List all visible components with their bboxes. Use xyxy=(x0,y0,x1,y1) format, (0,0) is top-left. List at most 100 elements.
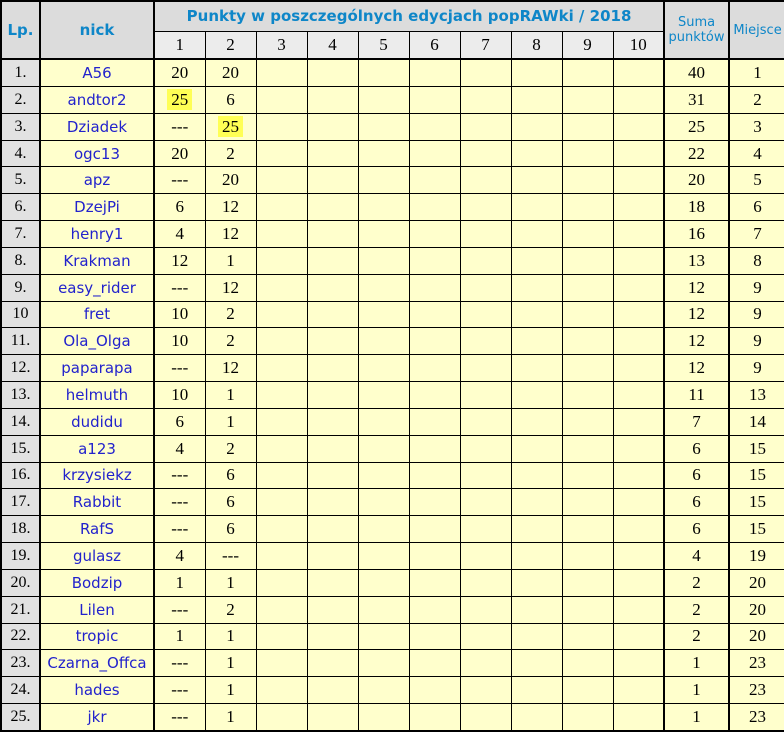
points-cell xyxy=(306,488,359,517)
sum-points: 6 xyxy=(663,434,730,463)
row-number: 14. xyxy=(0,407,41,436)
row-number: 24. xyxy=(0,676,41,704)
player-nick: Bodzip xyxy=(39,568,155,597)
points-cell xyxy=(255,595,308,624)
points-cell xyxy=(612,381,665,409)
points-cell xyxy=(612,703,665,732)
table-row: 19. gulasz 4 --- 4 19 xyxy=(0,542,784,570)
points-cell xyxy=(306,381,359,409)
points-cell xyxy=(357,381,410,409)
place: 15 xyxy=(728,461,784,490)
row-number: 1. xyxy=(0,58,41,87)
points-cell xyxy=(357,542,410,570)
table-row: 2. andtor2 25 6 31 2 xyxy=(0,85,784,114)
points-cell xyxy=(408,595,461,624)
points-cell xyxy=(357,703,410,732)
col-header-edition-3: 3 xyxy=(255,30,308,60)
points-cell xyxy=(408,112,461,141)
table-row: 20. Bodzip 1 1 2 20 xyxy=(0,568,784,597)
points-cell: 1 xyxy=(204,246,257,275)
points-cell xyxy=(255,166,308,195)
points-cell: 1 xyxy=(204,568,257,597)
table-row: 23. Czarna_Offca --- 1 1 23 xyxy=(0,649,784,678)
points-cell xyxy=(459,112,512,141)
sum-points: 18 xyxy=(663,193,730,222)
sum-points: 12 xyxy=(663,273,730,302)
points-cell xyxy=(459,193,512,222)
place: 20 xyxy=(728,622,784,651)
points-cell xyxy=(510,542,563,570)
points-cell: 1 xyxy=(204,676,257,704)
points-cell: 12 xyxy=(204,354,257,383)
table-row: 5. apz --- 20 20 5 xyxy=(0,166,784,195)
points-cell xyxy=(561,327,614,356)
points-cell xyxy=(357,112,410,141)
points-cell: 12 xyxy=(204,220,257,248)
col-header-edition-8: 8 xyxy=(510,30,563,60)
place: 19 xyxy=(728,542,784,570)
points-cell xyxy=(561,676,614,704)
points-cell xyxy=(459,220,512,248)
points-cell xyxy=(561,595,614,624)
row-number: 12. xyxy=(0,354,41,383)
points-cell xyxy=(306,622,359,651)
points-cell xyxy=(510,166,563,195)
player-nick: easy_rider xyxy=(39,273,155,302)
points-cell xyxy=(306,112,359,141)
table-row: 11. Ola_Olga 10 2 12 9 xyxy=(0,327,784,356)
highlighted-score: 25 xyxy=(218,115,243,137)
points-cell: 10 xyxy=(153,327,206,356)
points-cell xyxy=(408,85,461,114)
points-cell xyxy=(408,166,461,195)
points-cell: 2 xyxy=(204,139,257,168)
points-cell: --- xyxy=(153,273,206,302)
points-cell xyxy=(357,58,410,87)
points-cell xyxy=(561,112,614,141)
col-header-edition-2: 2 xyxy=(204,30,257,60)
points-cell xyxy=(408,273,461,302)
points-cell xyxy=(408,461,461,490)
points-cell xyxy=(612,300,665,329)
table-row: 1. A56 20 20 40 1 xyxy=(0,58,784,87)
points-cell xyxy=(357,649,410,678)
points-cell: 20 xyxy=(204,58,257,87)
points-cell xyxy=(306,58,359,87)
points-cell xyxy=(561,354,614,383)
points-cell xyxy=(306,246,359,275)
sum-points: 20 xyxy=(663,166,730,195)
points-cell xyxy=(561,220,614,248)
place: 9 xyxy=(728,273,784,302)
points-cell xyxy=(408,649,461,678)
points-cell: 20 xyxy=(204,166,257,195)
edition-numbers-row: 1 2 3 4 5 6 7 8 9 10 xyxy=(1,30,784,60)
col-header-edition-10: 10 xyxy=(612,30,665,60)
points-cell: 1 xyxy=(204,381,257,409)
points-cell xyxy=(510,300,563,329)
player-nick: DzejPi xyxy=(39,193,155,222)
points-cell xyxy=(561,515,614,544)
row-number: 5. xyxy=(0,166,41,195)
place: 15 xyxy=(728,434,784,463)
points-cell xyxy=(357,220,410,248)
points-cell xyxy=(510,515,563,544)
points-cell xyxy=(408,246,461,275)
points-cell xyxy=(306,220,359,248)
points-cell xyxy=(459,568,512,597)
table-row: 13. helmuth 10 1 11 13 xyxy=(0,381,784,409)
sum-points: 2 xyxy=(663,595,730,624)
sum-points: 4 xyxy=(663,542,730,570)
place: 13 xyxy=(728,381,784,409)
points-cell xyxy=(459,246,512,275)
points-cell xyxy=(255,246,308,275)
points-cell xyxy=(612,327,665,356)
player-nick: fret xyxy=(39,300,155,329)
place: 9 xyxy=(728,300,784,329)
points-cell xyxy=(408,488,461,517)
points-cell: --- xyxy=(153,166,206,195)
row-number: 18. xyxy=(0,515,41,544)
points-cell xyxy=(255,407,308,436)
row-number: 20. xyxy=(0,568,41,597)
points-cell xyxy=(408,354,461,383)
points-cell xyxy=(561,461,614,490)
sum-points: 7 xyxy=(663,407,730,436)
